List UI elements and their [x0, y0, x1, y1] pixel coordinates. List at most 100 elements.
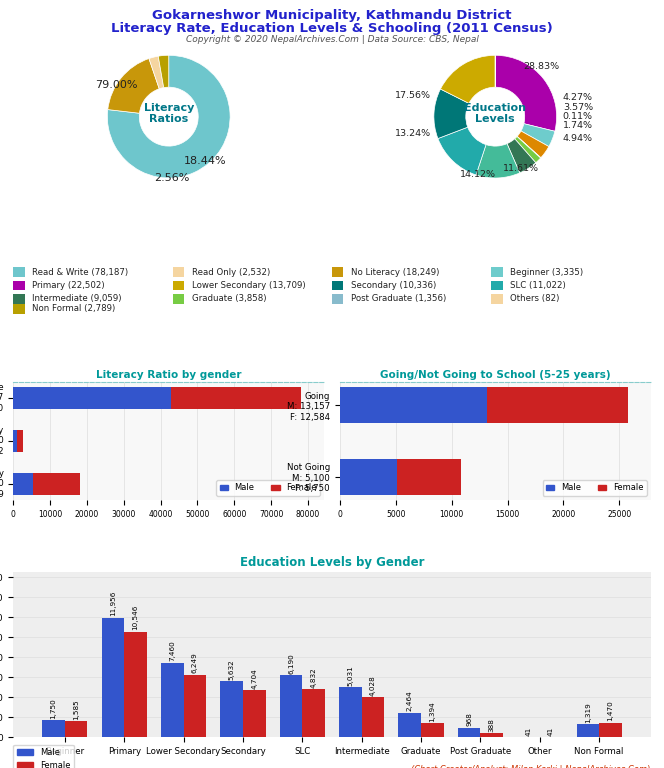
FancyBboxPatch shape	[13, 267, 25, 277]
Bar	[481, 733, 503, 737]
Text: Beginner (3,335): Beginner (3,335)	[511, 267, 584, 276]
Bar	[398, 713, 421, 737]
Wedge shape	[521, 124, 555, 147]
Wedge shape	[438, 127, 486, 175]
Bar	[421, 723, 444, 737]
Text: No Literacy (18,249): No Literacy (18,249)	[351, 267, 440, 276]
Text: 3.57%: 3.57%	[563, 103, 593, 112]
FancyBboxPatch shape	[332, 280, 343, 290]
Text: Lower Secondary (13,709): Lower Secondary (13,709)	[192, 281, 305, 290]
Wedge shape	[517, 137, 541, 158]
Text: Literacy
Ratios: Literacy Ratios	[143, 103, 194, 124]
Bar	[17, 430, 23, 452]
Bar	[576, 724, 599, 737]
Wedge shape	[440, 55, 495, 104]
Text: 388: 388	[489, 718, 495, 732]
Bar	[362, 697, 384, 737]
Bar	[161, 663, 183, 737]
Text: 18.44%: 18.44%	[185, 156, 227, 166]
Title: Literacy Ratio by gender: Literacy Ratio by gender	[96, 369, 242, 379]
FancyBboxPatch shape	[173, 267, 184, 277]
Bar	[397, 458, 461, 495]
Text: 7,460: 7,460	[169, 641, 175, 661]
Text: Others (82): Others (82)	[511, 294, 560, 303]
Text: Education
Levels: Education Levels	[464, 103, 527, 124]
Bar	[243, 690, 266, 737]
Text: 968: 968	[466, 713, 472, 727]
Text: 2,464: 2,464	[407, 690, 413, 711]
Text: 4,704: 4,704	[251, 668, 257, 689]
Bar	[171, 387, 301, 409]
Text: Gokarneshwor Municipality, Kathmandu District: Gokarneshwor Municipality, Kathmandu Dis…	[152, 9, 512, 22]
FancyBboxPatch shape	[173, 294, 184, 303]
Text: (Chart Creator/Analyst: Milan Karki | NepalArchives.Com): (Chart Creator/Analyst: Milan Karki | Ne…	[411, 765, 651, 768]
Text: 6,190: 6,190	[288, 654, 294, 674]
Bar	[33, 473, 80, 495]
Text: 4.27%: 4.27%	[563, 92, 593, 101]
Text: 11.61%: 11.61%	[503, 164, 539, 174]
Wedge shape	[495, 55, 556, 131]
Text: 1,470: 1,470	[608, 700, 614, 721]
Wedge shape	[149, 56, 164, 89]
Text: 28.83%: 28.83%	[523, 62, 559, 71]
Bar	[13, 387, 171, 409]
FancyBboxPatch shape	[332, 294, 343, 303]
Wedge shape	[434, 89, 469, 138]
Wedge shape	[517, 131, 549, 157]
Text: Read & Write (78,187): Read & Write (78,187)	[33, 267, 129, 276]
Text: Primary (22,502): Primary (22,502)	[33, 281, 105, 290]
Text: Non Formal (2,789): Non Formal (2,789)	[33, 304, 116, 313]
Text: 0.11%: 0.11%	[563, 112, 593, 121]
Bar	[183, 675, 206, 737]
Text: 79.00%: 79.00%	[96, 80, 138, 90]
Bar	[302, 689, 325, 737]
Bar	[340, 458, 397, 495]
Text: 5,632: 5,632	[228, 659, 234, 680]
Bar	[458, 727, 481, 737]
Wedge shape	[108, 55, 230, 178]
Text: 14.12%: 14.12%	[460, 170, 496, 180]
Text: 5,031: 5,031	[347, 665, 353, 686]
Wedge shape	[476, 144, 520, 178]
Bar	[339, 687, 362, 737]
Bar	[13, 473, 33, 495]
Legend: Male, Female: Male, Female	[13, 745, 74, 768]
FancyBboxPatch shape	[173, 280, 184, 290]
Text: Copyright © 2020 NepalArchives.Com | Data Source: CBS, Nepal: Copyright © 2020 NepalArchives.Com | Dat…	[185, 35, 479, 44]
Text: 1,585: 1,585	[73, 700, 79, 720]
Text: 10,546: 10,546	[133, 605, 139, 631]
Text: SLC (11,022): SLC (11,022)	[511, 281, 566, 290]
Bar	[102, 617, 124, 737]
Text: Read Only (2,532): Read Only (2,532)	[192, 267, 270, 276]
Wedge shape	[158, 55, 169, 88]
Text: 1,750: 1,750	[50, 698, 56, 719]
Bar	[220, 681, 243, 737]
Text: Secondary (10,336): Secondary (10,336)	[351, 281, 436, 290]
Bar	[42, 720, 65, 737]
Text: Graduate (3,858): Graduate (3,858)	[192, 294, 266, 303]
FancyBboxPatch shape	[491, 280, 503, 290]
Text: 1,394: 1,394	[430, 701, 436, 722]
Bar	[487, 387, 627, 423]
Text: 11,956: 11,956	[110, 591, 116, 617]
Bar	[280, 675, 302, 737]
Wedge shape	[515, 137, 540, 163]
Wedge shape	[108, 58, 159, 113]
FancyBboxPatch shape	[13, 294, 25, 303]
FancyBboxPatch shape	[13, 304, 25, 314]
Text: Intermediate (9,059): Intermediate (9,059)	[33, 294, 122, 303]
FancyBboxPatch shape	[332, 267, 343, 277]
Text: 4,832: 4,832	[311, 667, 317, 687]
Text: 1.74%: 1.74%	[563, 121, 593, 131]
Bar	[340, 387, 487, 423]
Text: Post Graduate (1,356): Post Graduate (1,356)	[351, 294, 446, 303]
Text: 13.24%: 13.24%	[394, 129, 431, 138]
Text: 41: 41	[548, 727, 554, 736]
FancyBboxPatch shape	[491, 267, 503, 277]
Text: 4,028: 4,028	[370, 675, 376, 696]
Text: 2.56%: 2.56%	[154, 173, 189, 183]
Text: 6,249: 6,249	[192, 653, 198, 674]
Bar	[13, 430, 17, 452]
Bar	[65, 721, 88, 737]
Legend: Male, Female: Male, Female	[542, 480, 647, 496]
